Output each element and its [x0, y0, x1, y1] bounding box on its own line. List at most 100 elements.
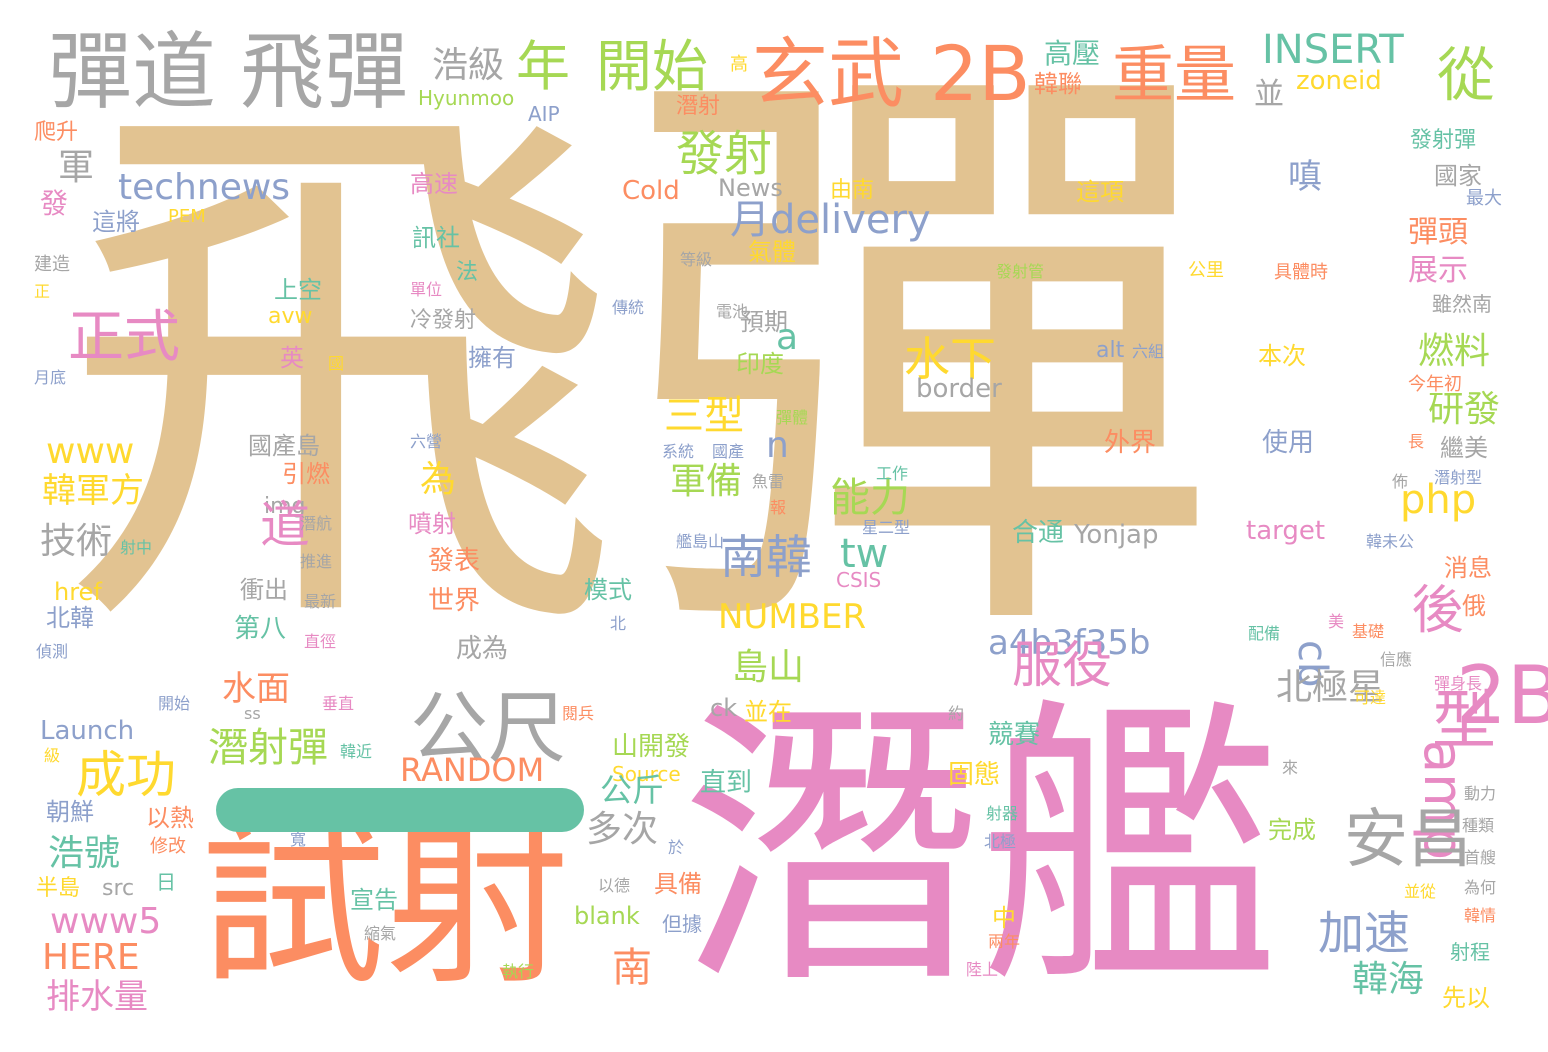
- cloud-word: 韓未公: [1366, 532, 1415, 551]
- cloud-word: 加速: [1318, 906, 1410, 960]
- cloud-word: 報: [770, 498, 787, 517]
- cloud-word: 能力: [830, 475, 910, 521]
- cloud-word: 公斤: [600, 771, 665, 809]
- cloud-word: 燃料: [1418, 331, 1491, 372]
- cloud-word: 安昌: [1344, 803, 1472, 877]
- cloud-word: 消息: [1444, 554, 1492, 582]
- cloud-word: 爬升: [34, 120, 79, 145]
- cloud-word: 島山: [732, 647, 805, 688]
- cloud-word: 競賽: [988, 720, 1041, 750]
- cloud-word: 最新: [304, 592, 337, 611]
- cloud-word: 月底: [34, 368, 67, 387]
- cloud-word: 電池: [716, 302, 749, 321]
- cloud-word: 英: [280, 344, 304, 372]
- cloud-word: 最大: [1466, 188, 1502, 209]
- cloud-word: 印度: [736, 350, 784, 378]
- cloud-word: 韓海: [1352, 959, 1425, 1000]
- cloud-word: www: [46, 431, 135, 472]
- cloud-word: 成為: [456, 634, 509, 664]
- cloud-word: 具體時: [1274, 262, 1328, 283]
- cloud-word: 上空: [274, 276, 322, 304]
- cloud-word: 朝鮮: [46, 798, 94, 826]
- cloud-word: 等級: [680, 250, 713, 269]
- cloud-word: 三型: [664, 393, 744, 439]
- cloud-word: 種類: [1462, 816, 1495, 835]
- cloud-word: 開始: [158, 694, 191, 713]
- cloud-word: 射器: [986, 804, 1019, 823]
- cloud-word: 垂直: [322, 694, 355, 713]
- cloud-word: 系統: [662, 442, 695, 461]
- cloud-word: 半島: [36, 876, 81, 901]
- cloud-word: 潛艦: [680, 675, 1280, 1024]
- cloud-word: 潛射型: [1434, 468, 1483, 487]
- cloud-word: 美: [1328, 612, 1345, 631]
- cloud-word: AIP: [528, 102, 560, 126]
- cloud-word: technews: [118, 167, 291, 208]
- cloud-word: 公里: [1188, 260, 1224, 281]
- cloud-word: 成功: [76, 746, 176, 804]
- cloud-word: Launch: [40, 716, 135, 746]
- cloud-word: 可達: [1354, 688, 1387, 707]
- cloud-word: 閱兵: [562, 704, 595, 723]
- cloud-word: 擁有: [468, 344, 516, 372]
- cloud-word: 這將: [92, 208, 140, 236]
- cloud-word: Cold: [622, 176, 680, 206]
- cloud-word: 後: [1402, 582, 1462, 634]
- cloud-word: 俄: [1462, 592, 1486, 620]
- cloud-word: 單位: [410, 280, 443, 299]
- cloud-word: INSERT: [1262, 27, 1404, 73]
- cloud-word: 北極: [984, 832, 1017, 851]
- cloud-word: 2B: [930, 29, 1031, 118]
- cloud-word: 研發: [1428, 389, 1501, 430]
- cloud-word: 為: [420, 459, 457, 500]
- cloud-word: 直到: [700, 768, 753, 798]
- cloud-word: 軍備: [670, 461, 743, 502]
- cloud-word: 並: [1254, 77, 1284, 112]
- cloud-word: 國產島: [248, 432, 320, 460]
- cloud-word: 衝出: [240, 576, 288, 604]
- cloud-word: 日: [156, 870, 176, 894]
- cloud-word: 軍: [58, 147, 95, 188]
- cloud-word: 飛: [60, 49, 620, 701]
- cloud-word: 今年初: [1408, 374, 1462, 395]
- cloud-word: 工作: [876, 464, 909, 483]
- cloud-word: 傳統: [612, 298, 645, 317]
- cloud-word: zoneid: [1296, 66, 1382, 96]
- cloud-word: HERE: [42, 937, 140, 978]
- cloud-word: 推進: [300, 552, 333, 571]
- cloud-word: 信應: [1380, 650, 1413, 669]
- cloud-word: 彈頭: [1408, 215, 1468, 250]
- cloud-word: 執行: [502, 962, 535, 981]
- cloud-word: 發射彈: [1410, 128, 1477, 153]
- cloud-word: 中: [992, 904, 1016, 932]
- cloud-word: alt: [1096, 338, 1125, 363]
- cloud-word: href: [54, 578, 102, 606]
- cloud-word: 動力: [1464, 784, 1497, 803]
- cloud-word: 星二型: [862, 518, 911, 537]
- cloud-word: 噴射: [408, 510, 456, 538]
- cloud-word: border: [916, 374, 1002, 404]
- cloud-word: 第八: [234, 614, 287, 644]
- cloud-word: NUMBER: [718, 597, 867, 637]
- cloud-word: php: [1400, 477, 1477, 523]
- cloud-word: Yonjap: [1074, 520, 1159, 550]
- cloud-word: 以德: [598, 876, 631, 895]
- cloud-word: 潛射彈: [208, 725, 328, 771]
- cloud-word: 約: [948, 704, 965, 723]
- cloud-word: 從: [1427, 44, 1495, 102]
- cloud-word: 國: [328, 354, 345, 373]
- cloud-word: 六組: [1132, 342, 1165, 361]
- cloud-word: n: [766, 425, 789, 466]
- cloud-word: 先以: [1442, 984, 1490, 1012]
- cloud-word: 外界: [1104, 428, 1157, 458]
- cloud-word: 陸上: [966, 960, 999, 979]
- cloud-word: 但據: [662, 912, 702, 936]
- cloud-word: PEM: [168, 206, 206, 227]
- cloud-word: 宣告: [350, 886, 398, 914]
- cloud-word: 來: [1282, 758, 1299, 777]
- cloud-word: 修改: [150, 836, 186, 857]
- cloud-word: 韓聯: [1034, 70, 1082, 98]
- cloud-word: 完成: [1268, 816, 1316, 844]
- cloud-word: 合通: [1012, 518, 1065, 548]
- cloud-word: 射程: [1450, 940, 1490, 964]
